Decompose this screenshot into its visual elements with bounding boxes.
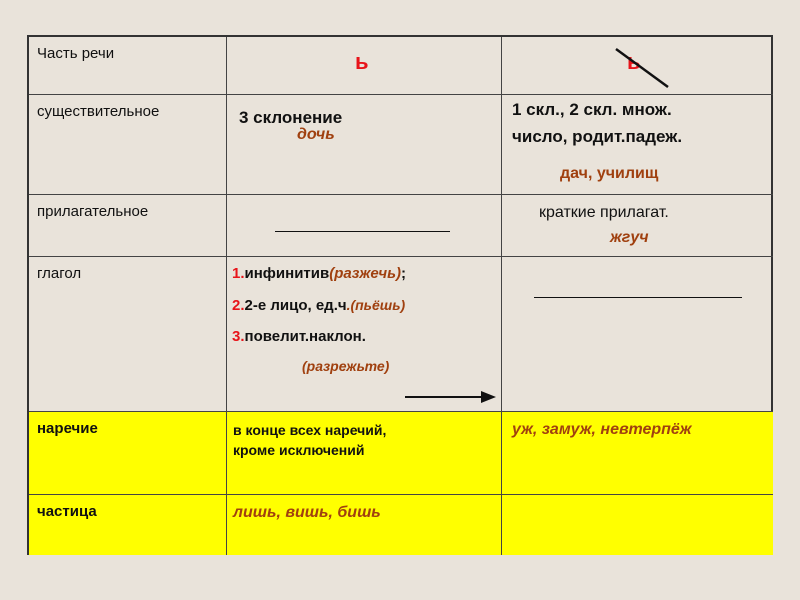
row-adjective-with <box>227 195 502 257</box>
rule-text: в конце всех наречий, <box>233 422 387 438</box>
example-text: жгуч <box>610 229 649 246</box>
pos-label: наречие <box>37 420 98 437</box>
example-text: (разрежьте) <box>302 358 390 374</box>
verb-item-1: 1.инфинитив(разжечь); <box>232 265 407 282</box>
verb-item-2: 2.2-е лицо, ед.ч.(пьёшь) <box>232 297 406 314</box>
pos-label: частица <box>37 503 97 520</box>
example-text: лишь, вишь, бишь <box>233 504 381 521</box>
strikethrough-line-icon <box>615 47 669 89</box>
row-verb-pos: глагол <box>29 257 227 412</box>
row-adverb-pos: наречие <box>29 412 227 495</box>
rule-text: кроме исключений <box>233 442 365 458</box>
row-particle-pos: частица <box>29 495 227 555</box>
verb-item-3: 3.повелит.наклон. <box>232 328 366 345</box>
rule-text: 3 склонение <box>239 108 343 127</box>
pos-label: существительное <box>37 103 160 120</box>
soft-sign-label: ь <box>355 49 369 74</box>
row-particle-without <box>502 495 773 555</box>
dash-line <box>275 231 450 232</box>
header-cell-soft-sign: ь <box>227 37 502 95</box>
header-cell-no-soft-sign: ь <box>502 37 773 95</box>
example-text: дач, училищ <box>560 165 659 182</box>
rule-text: число, родит.падеж. <box>512 127 683 146</box>
row-noun-without: 1 скл., 2 скл. множ. число, родит.падеж.… <box>502 95 773 195</box>
row-adverb-with: в конце всех наречий, кроме исключений <box>227 412 502 495</box>
example-text: дочь <box>297 126 335 143</box>
pos-label: глагол <box>37 265 82 282</box>
row-verb-without <box>502 257 773 412</box>
row-noun-with: 3 склонение дочь <box>227 95 502 195</box>
arrow-right-icon <box>405 391 496 403</box>
row-verb-with: 1.инфинитив(разжечь); 2.2-е лицо, ед.ч.(… <box>227 257 502 412</box>
row-adjective-without: краткие прилагат. жгуч <box>502 195 773 257</box>
header-label: Часть речи <box>37 45 115 62</box>
row-adverb-without: уж, замуж, невтерпёж <box>502 412 773 495</box>
row-noun-pos: существительное <box>29 95 227 195</box>
spelling-table: Часть речи ь ь существительное 3 склонен… <box>27 35 773 555</box>
example-text: уж, замуж, невтерпёж <box>512 421 692 438</box>
row-adjective-pos: прилагательное <box>29 195 227 257</box>
row-particle-with: лишь, вишь, бишь <box>227 495 502 555</box>
rule-text: краткие прилагат. <box>539 204 669 221</box>
header-cell-part-of-speech: Часть речи <box>29 37 227 95</box>
pos-label: прилагательное <box>37 203 149 220</box>
rule-text: 1 скл., 2 скл. множ. <box>512 100 672 119</box>
dash-line <box>534 297 742 298</box>
